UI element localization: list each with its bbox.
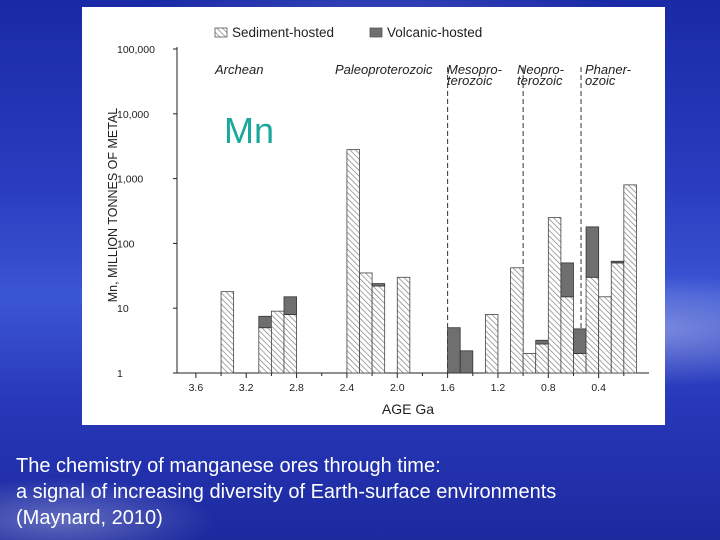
x-tick-label: 2.8: [289, 382, 304, 394]
chart-annotation: Mn: [224, 110, 274, 151]
chart-legend: Sediment-hosted Volcanic-hosted: [214, 25, 482, 40]
era-boundaries: [447, 67, 582, 373]
legend-swatch: [214, 27, 228, 38]
y-axis-title: Mn, MILLION TONNES OF METAL: [106, 108, 120, 303]
era-label: Neopro-: [517, 62, 565, 77]
bar-sediment-hosted: [510, 267, 524, 374]
era-label: Archean: [214, 62, 263, 77]
chart-text: 1 10 100 1,000 10,000 100,000 3.6 3.2 2.8 2.4 2.0 1…: [106, 44, 632, 417]
x-tick-label: 0.4: [591, 382, 606, 394]
bar-volcanic-hosted: [447, 327, 461, 374]
bar-sediment-hosted: [522, 353, 537, 374]
caption-line-1: The chemistry of manganese ores through …: [16, 455, 441, 477]
bar-volcanic-hosted: [258, 315, 272, 329]
chart-figure: Sediment-hosted Volcanic-hosted 1 10 100 1,0…: [82, 7, 665, 425]
x-tick-label: 0.8: [541, 382, 556, 394]
bar-volcanic-hosted: [610, 260, 625, 264]
y-tick-label: 100: [117, 238, 135, 250]
bar-sediment-hosted: [610, 262, 625, 374]
bar-volcanic-hosted: [283, 296, 297, 315]
caption-line-3: (Maynard, 2010): [16, 507, 163, 529]
bar-sediment-hosted: [585, 276, 600, 374]
y-tick-label: 100,000: [117, 44, 155, 56]
bar-sediment-hosted: [484, 314, 499, 374]
era-label: terozoic: [517, 73, 563, 88]
era-label: Paleoproterozoic: [335, 62, 433, 77]
bar-sediment-hosted: [396, 276, 411, 374]
bar-sediment-hosted: [623, 184, 637, 374]
era-label: Mesopro-: [447, 62, 503, 77]
bar-sediment-hosted: [371, 285, 386, 374]
x-tick-label: 3.2: [239, 382, 254, 394]
y-tick-label: 10,000: [117, 109, 149, 121]
era-label: terozoic: [447, 73, 493, 88]
x-tick-label: 2.0: [390, 382, 405, 394]
bar-chart: Sediment-hosted Volcanic-hosted 1 10 100 1,0…: [106, 25, 649, 417]
bar-sediment-hosted: [283, 314, 297, 374]
y-tick-label: 10: [117, 303, 129, 315]
bar-volcanic-hosted: [585, 226, 600, 278]
era-label: Phaner-: [585, 62, 632, 77]
caption-line-2: a signal of increasing diversity of Eart…: [16, 481, 557, 503]
x-axis-title: AGE Ga: [382, 401, 434, 417]
x-tick-label: 3.6: [189, 382, 204, 394]
bar-sediment-hosted: [535, 343, 549, 374]
bar-sediment-hosted: [547, 217, 562, 374]
x-tick-label: 2.4: [340, 382, 355, 394]
bar-sediment-hosted: [270, 310, 285, 374]
x-tick-label: 1.2: [491, 382, 506, 394]
bar-volcanic-hosted: [535, 339, 549, 345]
bar-sediment-hosted: [598, 296, 612, 374]
bar-sediment-hosted: [220, 291, 235, 374]
slide-caption: The chemistry of manganese ores through …: [16, 453, 706, 531]
bar-sediment-hosted: [359, 272, 373, 374]
era-label: ozoic: [585, 73, 616, 88]
y-tick-label: 1,000: [117, 174, 143, 186]
legend-label: Sediment-hosted: [232, 25, 334, 40]
legend-swatch: [369, 27, 383, 38]
legend-label: Volcanic-hosted: [387, 25, 482, 40]
bar-volcanic-hosted: [371, 283, 386, 287]
x-tick-label: 1.6: [440, 382, 455, 394]
bar-volcanic-hosted: [560, 262, 574, 298]
y-tick-label: 1: [117, 368, 123, 380]
bar-sediment-hosted: [573, 353, 587, 374]
bar-sediment-hosted: [560, 296, 574, 374]
chart-axes: [173, 47, 649, 378]
bar-sediment-hosted: [346, 149, 360, 374]
bar-volcanic-hosted: [573, 328, 587, 354]
bar-volcanic-hosted: [459, 350, 474, 374]
bar-sediment-hosted: [258, 327, 272, 374]
chart-bars: [220, 149, 637, 374]
